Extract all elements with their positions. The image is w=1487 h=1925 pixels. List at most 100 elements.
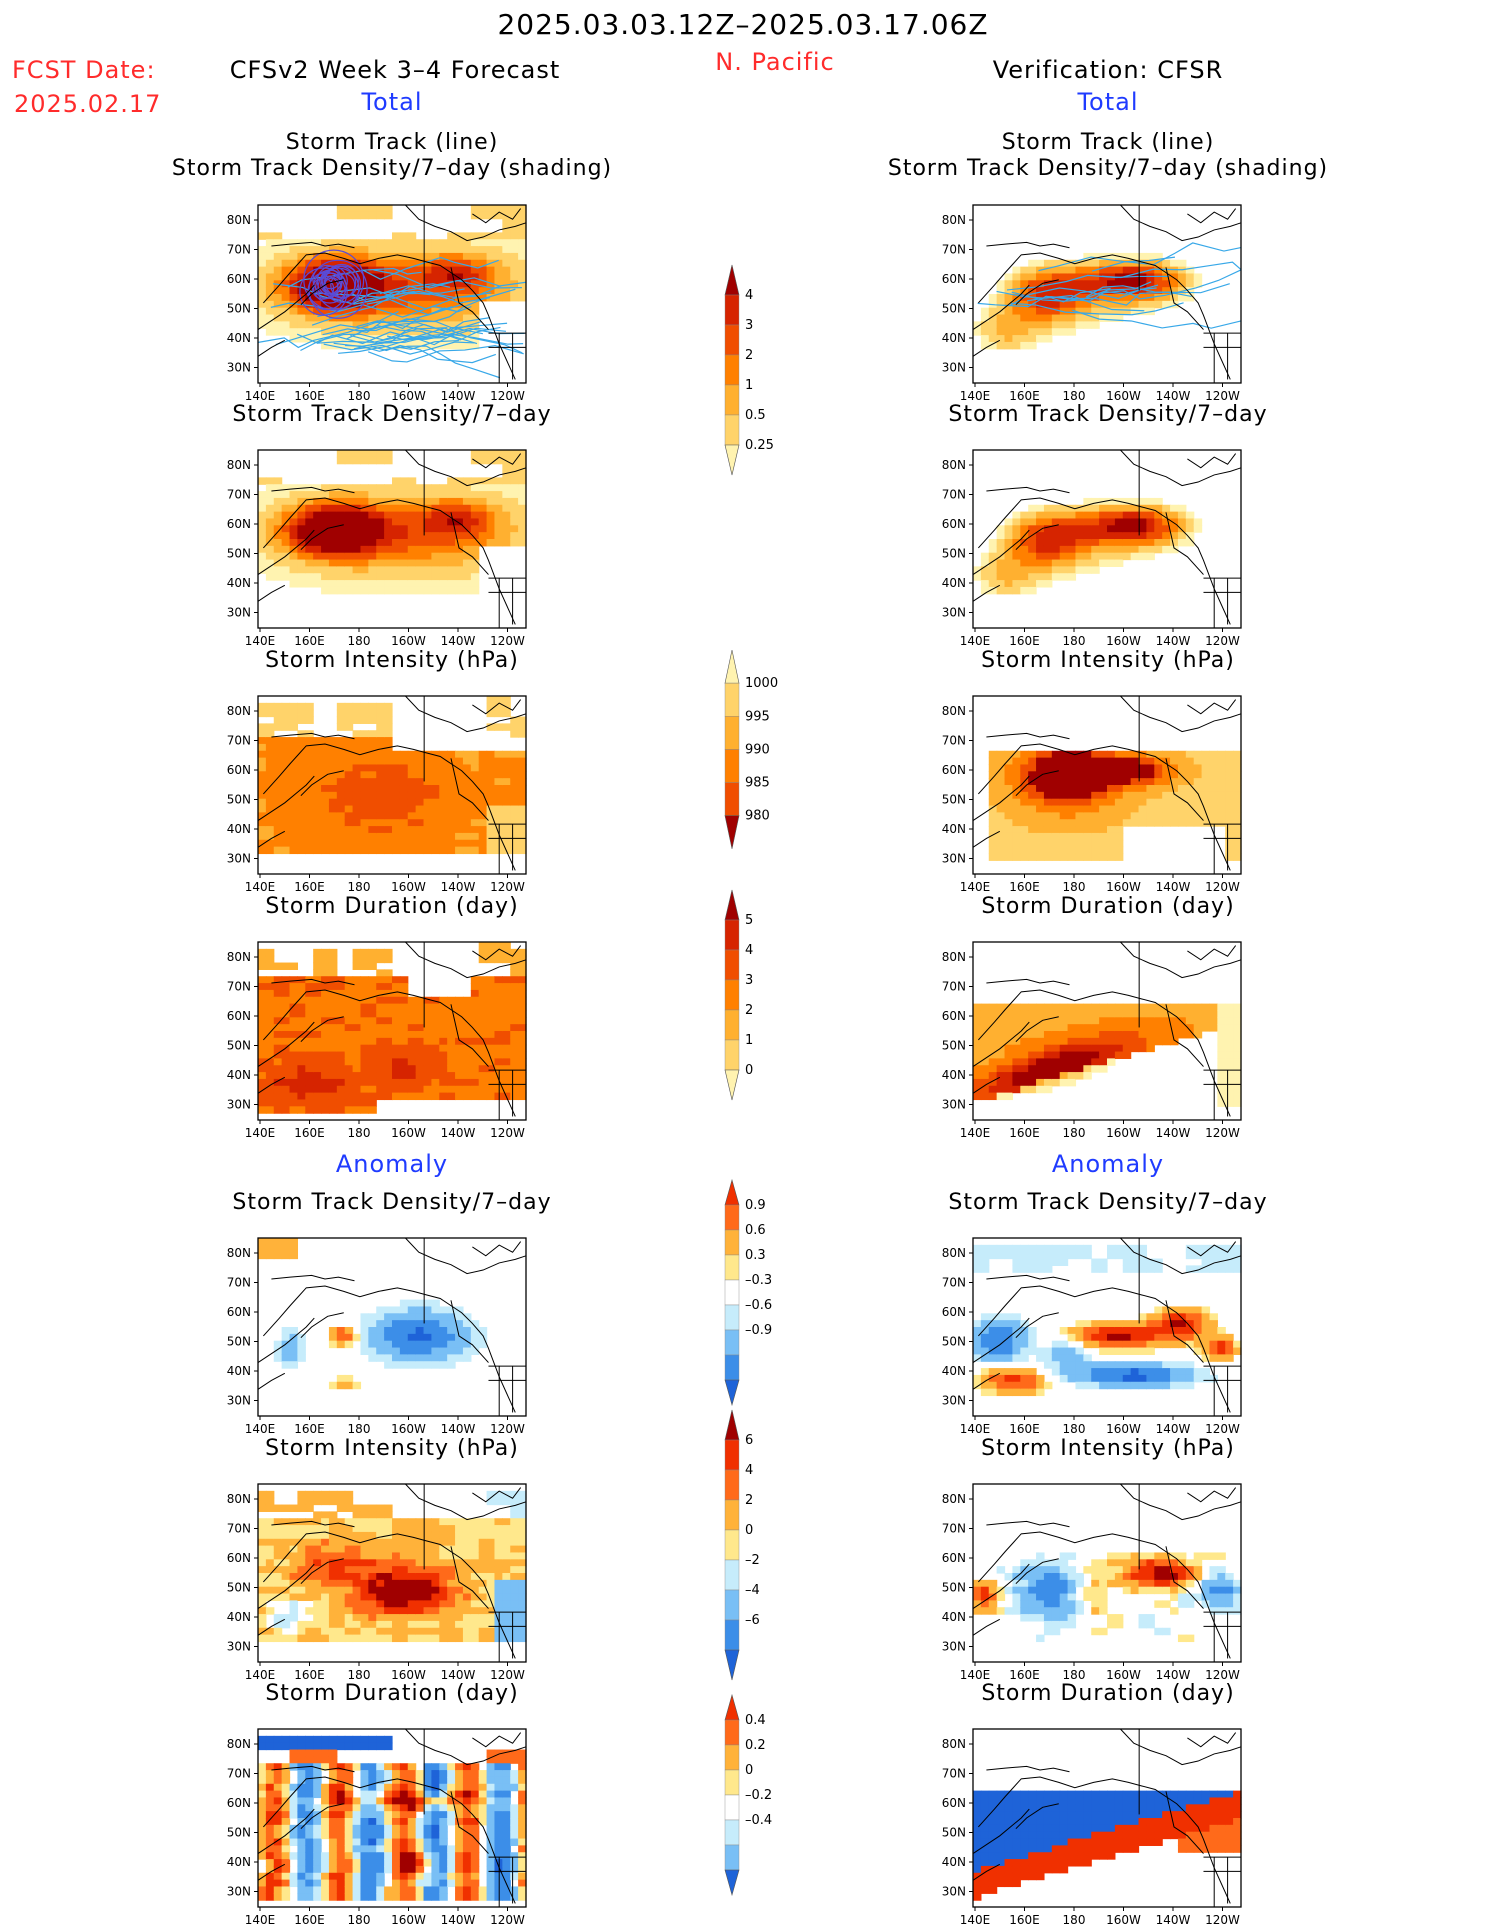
lat-tick-label: 60N [942,1796,966,1810]
lat-tick-label: 50N [942,1039,966,1053]
lon-tick-label: 160E [294,880,325,894]
map-frame [257,695,527,875]
lon-tick-label: 120W [1205,1422,1240,1436]
coastlines [972,449,1242,628]
colorbar-tick-label: –0.9 [745,1323,772,1338]
lon-tick-label: 140W [441,1422,476,1436]
panel-title: Storm Duration (day) [265,1681,519,1706]
field-shading [973,1552,1242,1643]
lat-tick-label: 30N [227,1885,251,1899]
panel-title: Storm Track Density/7–day [232,402,552,427]
lon-tick-label: 160W [1106,634,1141,648]
coastlines [257,204,527,383]
lon-tick-label: 140E [960,1126,991,1140]
map-panel: 80N 70N 60N 50N 40N 30N 140E 160E 180 160W 140W 120… [942,695,1242,894]
lat-tick-label: 60N [227,1551,251,1565]
anomaly-label-left: Anomaly [335,1150,449,1178]
lon-tick-label: 160E [294,1422,325,1436]
lat-tick-label: 70N [227,1767,251,1781]
lat-tick-label: 30N [227,852,251,866]
field-shading [258,1238,488,1390]
lat-tick-label: 50N [227,1826,251,1840]
panel-title: Storm Track Density/7–day [948,402,1268,427]
lat-tick-label: 60N [227,272,251,286]
lon-tick-label: 140W [1156,1126,1191,1140]
map-panel: 80N 70N 60N 50N 40N 30N 140E 160E 180 160W 140W 120… [942,1483,1242,1682]
lat-tick-label: 60N [227,517,251,531]
lon-tick-label: 120W [490,634,525,648]
lat-tick-label: 30N [942,361,966,375]
lat-tick-label: 80N [942,704,966,718]
colorbar-tick-label: 980 [745,809,770,824]
coastlines [972,695,1242,874]
lat-tick-label: 30N [942,606,966,620]
lon-tick-label: 160W [391,1913,426,1925]
lon-tick-label: 120W [490,389,525,403]
colorbar-tick-label: 985 [745,776,770,791]
map-panel: 80N 70N 60N 50N 40N 30N 140E 160E 180 160W 140W 120… [942,941,1242,1140]
colorbar-duration_anom: 0.4 0.2 0 –0.2 –0.4 [724,1693,772,1897]
total-label-left: Total [361,88,423,116]
lat-tick-label: 30N [227,1640,251,1654]
colorbar-tick-label: 0.25 [745,438,774,453]
lat-tick-label: 40N [227,1610,251,1624]
lon-tick-label: 160E [1009,1913,1040,1925]
panel-title: Storm Intensity (hPa) [981,648,1235,673]
lon-tick-label: 140E [960,1913,991,1925]
lat-tick-label: 80N [227,1492,251,1506]
map-frame [972,695,1242,875]
lon-tick-label: 140E [245,1126,276,1140]
field-shading [973,1790,1242,1901]
lon-tick-label: 160W [391,1422,426,1436]
colorbar-density_anom: 0.9 0.6 0.3 –0.3 –0.6 –0.9 [724,1178,772,1407]
colorbar-tick-label: 3 [745,318,753,333]
colorbar-intensity_anom: 6 4 2 0 –2 –4 –6 [724,1409,760,1681]
storm-track-lines [977,242,1242,329]
fcst-date-value: 2025.02.17 [14,90,162,118]
map-frame [972,1728,1242,1908]
lat-tick-label: 70N [227,243,251,257]
lon-tick-label: 120W [1205,880,1240,894]
colorbar-tick-label: 1000 [745,676,778,691]
lon-tick-label: 140W [1156,1422,1191,1436]
map-frame [972,1483,1242,1663]
map-panel: 80N 70N 60N 50N 40N 30N 140E 160E 180 160W 140W 120… [227,1237,527,1436]
field-shading [973,497,1203,595]
panel-title: Storm Duration (day) [981,894,1235,919]
map-frame [972,1237,1242,1417]
lon-tick-label: 160E [1009,634,1040,648]
lat-tick-label: 50N [227,1335,251,1349]
colorbar-tick-label: 0.3 [745,1248,766,1263]
fcst-date-label: FCST Date: [12,56,156,84]
lat-tick-label: 60N [942,763,966,777]
field-shading [258,1490,527,1643]
map-panel: 80N 70N 60N 50N 40N 30N 140E 160E 180 160W 140W 120… [942,449,1242,648]
colorbar-tick-label: –0.2 [745,1788,772,1803]
lat-tick-label: 80N [227,1246,251,1260]
colorbar-tick-label: –0.3 [745,1273,772,1288]
lon-tick-label: 140E [245,1422,276,1436]
field-shading [988,750,1242,861]
lat-tick-label: 40N [942,1068,966,1082]
lat-tick-label: 50N [942,793,966,807]
lon-tick-label: 140W [441,1668,476,1682]
lat-tick-label: 80N [227,1737,251,1751]
colorbar-tick-label: 1 [745,378,753,393]
lat-tick-label: 80N [227,213,251,227]
lat-tick-label: 30N [942,1885,966,1899]
lon-tick-label: 160W [391,1126,426,1140]
lon-tick-label: 120W [1205,389,1240,403]
lon-tick-label: 180 [348,1668,371,1682]
lon-tick-label: 120W [490,1126,525,1140]
colorbar-tick-label: 4 [745,288,753,303]
lon-tick-label: 140W [441,1126,476,1140]
lon-tick-label: 140W [1156,389,1191,403]
map-panel: 80N 70N 60N 50N 40N 30N 140E 160E 180 160W 140W 120… [227,204,527,403]
lon-tick-label: 180 [1063,1126,1086,1140]
lon-tick-label: 160W [391,1668,426,1682]
forecast-title: CFSv2 Week 3–4 Forecast [229,56,561,84]
lat-tick-label: 50N [942,1826,966,1840]
coastlines [972,1728,1242,1907]
lat-tick-label: 70N [942,1276,966,1290]
